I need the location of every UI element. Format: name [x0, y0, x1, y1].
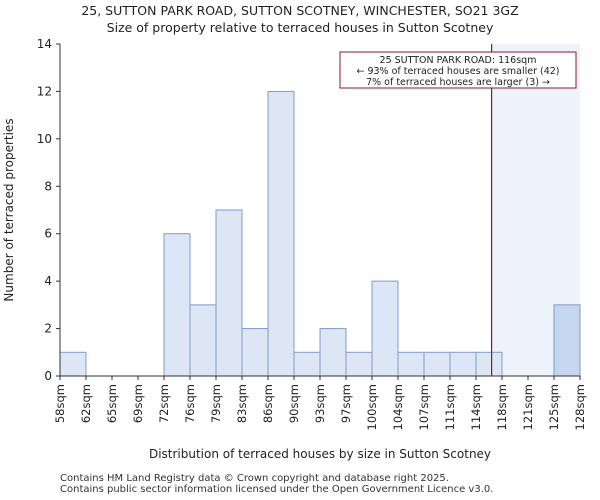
x-tick-label: 79sqm — [209, 384, 223, 423]
y-tick-label: 14 — [37, 37, 52, 51]
annotation-line-1: 25 SUTTON PARK ROAD: 116sqm — [380, 55, 537, 66]
x-tick-label: 107sqm — [417, 384, 431, 430]
chart-subtitle: Size of property relative to terraced ho… — [106, 20, 494, 35]
x-tick-label: 90sqm — [287, 384, 301, 423]
x-tick-label: 69sqm — [131, 384, 145, 423]
histogram-bar — [371, 280, 399, 377]
histogram-bar — [215, 209, 243, 377]
histogram-bar — [59, 351, 87, 377]
x-tick-label: 104sqm — [391, 384, 405, 430]
annotation-box — [339, 51, 577, 89]
x-tick-label: 128sqm — [573, 384, 587, 430]
x-tick-label: 93sqm — [313, 384, 327, 423]
x-tick-label: 121sqm — [521, 384, 535, 430]
footer-line-1: Contains HM Land Registry data © Crown c… — [60, 473, 449, 484]
annotation-line-2: ← 93% of terraced houses are smaller (42… — [356, 66, 559, 77]
histogram-bar — [423, 351, 451, 377]
y-tick-label: 2 — [44, 322, 52, 336]
y-tick-label: 10 — [37, 132, 52, 146]
annotation-line-3: 7% of terraced houses are larger (3) → — [366, 77, 550, 88]
x-tick-label: 62sqm — [79, 384, 93, 423]
histogram-bar — [267, 90, 295, 377]
y-axis-label: Number of terraced properties — [2, 118, 16, 301]
x-tick-label: 100sqm — [365, 384, 379, 430]
x-tick-label: 76sqm — [183, 384, 197, 423]
footer-line-2: Contains public sector information licen… — [60, 484, 494, 495]
x-tick-label: 97sqm — [339, 384, 353, 423]
histogram-bar — [241, 328, 269, 377]
x-tick-label: 118sqm — [495, 384, 509, 430]
y-tick-label: 4 — [44, 274, 52, 288]
histogram-bar — [475, 351, 503, 377]
x-axis-label: Distribution of terraced houses by size … — [149, 447, 491, 461]
y-tick-label: 0 — [44, 369, 52, 383]
chart-title: 25, SUTTON PARK ROAD, SUTTON SCOTNEY, WI… — [81, 3, 519, 18]
histogram-bar — [397, 351, 425, 377]
y-tick-label: 12 — [37, 84, 52, 98]
x-tick-label: 114sqm — [469, 384, 483, 430]
histogram-bar — [163, 233, 191, 377]
x-tick-label: 58sqm — [53, 384, 67, 423]
histogram-bar — [345, 351, 373, 377]
y-tick-label: 6 — [44, 227, 52, 241]
x-tick-label: 111sqm — [443, 384, 457, 430]
histogram-bar — [293, 351, 321, 377]
histogram-bar — [553, 304, 581, 377]
y-tick-label: 8 — [44, 179, 52, 193]
x-tick-label: 72sqm — [157, 384, 171, 423]
x-tick-label: 125sqm — [547, 384, 561, 430]
x-tick-label: 83sqm — [235, 384, 249, 423]
x-tick-label: 86sqm — [261, 384, 275, 423]
histogram-bar — [449, 351, 477, 377]
x-tick-label: 65sqm — [105, 384, 119, 423]
histogram-bar — [189, 304, 217, 377]
histogram-bar — [319, 328, 347, 377]
